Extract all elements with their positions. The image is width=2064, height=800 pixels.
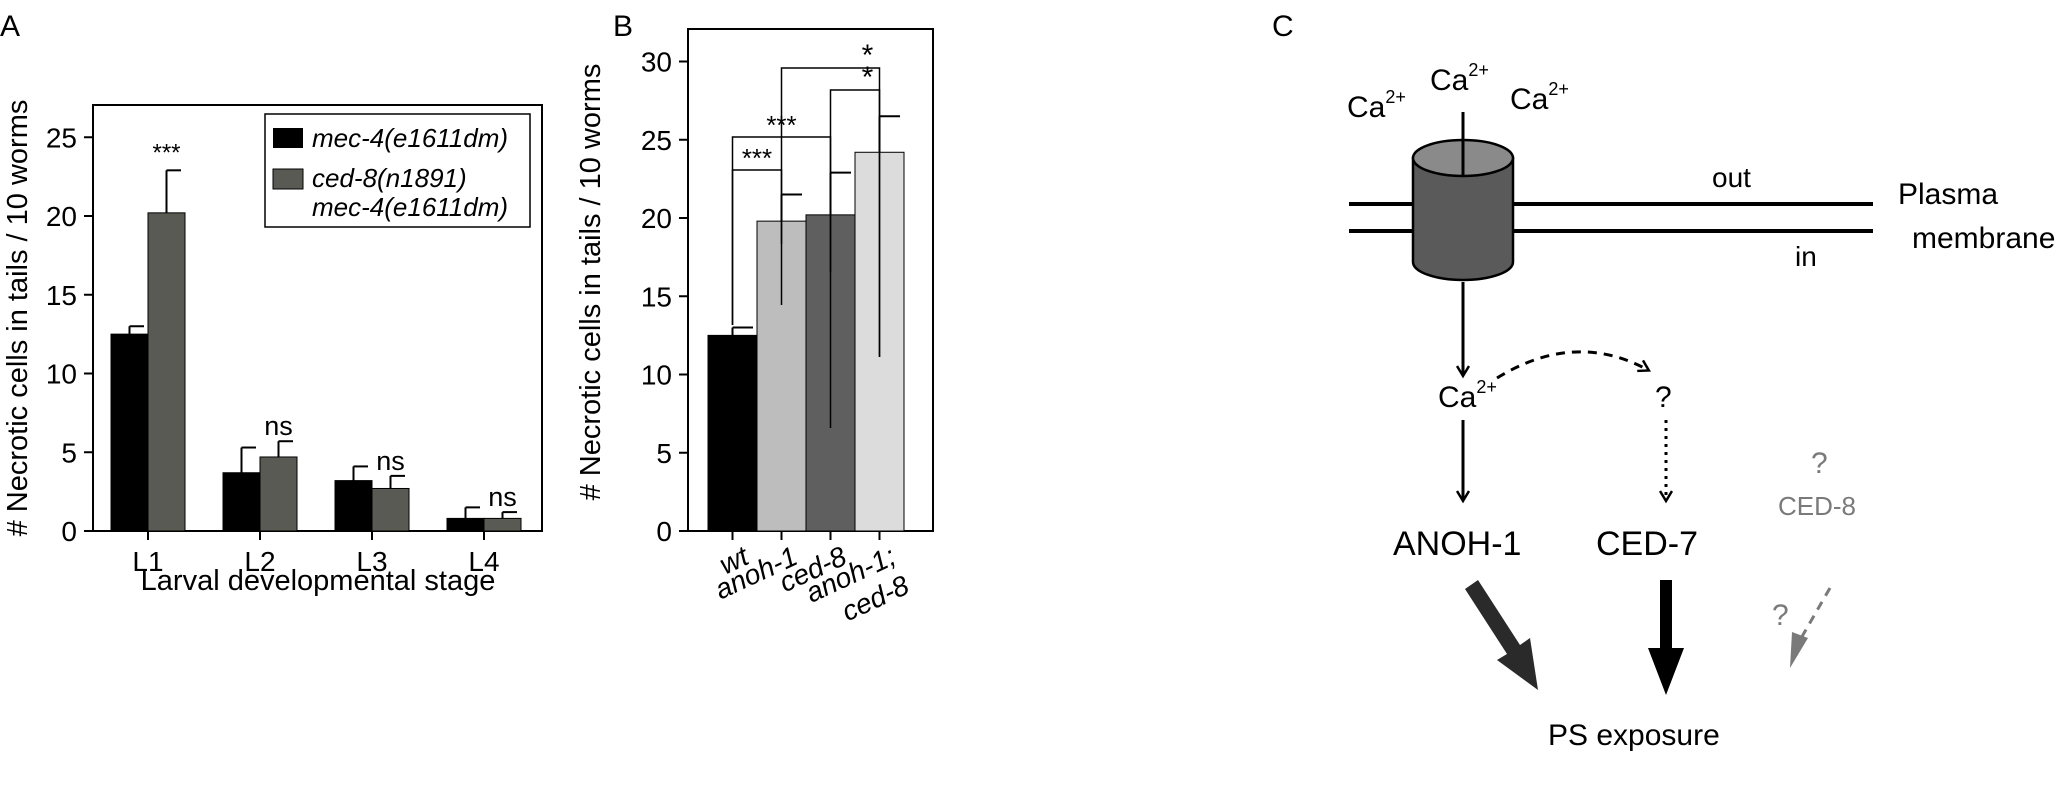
y-tick-label: 5	[656, 438, 672, 469]
ca-ion-2: Ca2+	[1430, 60, 1489, 97]
x-tick-label-L1: L1	[132, 546, 163, 577]
y-tick-label: 5	[61, 437, 77, 468]
ps-exposure-label: PS exposure	[1548, 719, 1720, 752]
chart-a-y-axis: 0 5 10 15 20 25	[46, 122, 93, 547]
in-label: in	[1795, 241, 1817, 272]
ca-to-unknown-arrow	[1496, 350, 1648, 380]
panel-label-c: C	[1272, 10, 1294, 43]
chart-a-x-label: Larval developmental stage	[141, 565, 496, 597]
ca-ion-3: Ca2+	[1510, 79, 1569, 116]
y-tick-label: 25	[641, 125, 672, 156]
y-tick-label: 10	[641, 360, 672, 391]
significance-L2: ns	[264, 411, 293, 441]
ca-ion-1: Ca2+	[1347, 87, 1406, 124]
membrane-label-line2: membrane	[1912, 222, 2055, 255]
bar-L3-s1	[371, 487, 410, 532]
pathway-diagram: Ca2+ Ca2+ Ca2+ out in Plasma membrane Ca…	[1347, 60, 2055, 752]
x-tick-label-L2: L2	[244, 546, 275, 577]
legend-swatch-ced8	[272, 168, 304, 190]
legend-swatch-mec4	[273, 128, 303, 148]
y-tick-label: 25	[46, 122, 77, 153]
bar-L1-s0	[110, 333, 149, 532]
anoh1-to-ps-arrow	[1465, 580, 1538, 690]
ced8-label: CED-8	[1778, 491, 1856, 521]
bar-L2-s1	[259, 456, 298, 532]
significance-label-0: ***	[742, 143, 772, 173]
chart-b-bars	[707, 115, 905, 532]
ced8-to-ps-dashed-line	[1798, 587, 1832, 641]
calcium-ions-outside: Ca2+ Ca2+ Ca2+	[1347, 60, 1569, 124]
ced7-label: CED-7	[1596, 525, 1698, 563]
significance-label-2: *	[862, 61, 874, 94]
y-tick-label: 15	[46, 280, 77, 311]
significance-bracket-3	[780, 67, 881, 357]
chart-a-y-label: # Necrotic cells in tails / 10 worms	[2, 100, 34, 537]
significance-label-3: *	[862, 39, 874, 72]
y-tick-label: 20	[641, 203, 672, 234]
significance-L3: ns	[376, 446, 405, 476]
chart-a-bars: *** ns ns ns	[110, 139, 522, 532]
chart-b-y-label: # Necrotic cells in tails / 10 worms	[575, 64, 607, 501]
y-tick-label: 15	[641, 281, 672, 312]
ced7-to-ps-arrow	[1648, 580, 1684, 695]
bar-L3-s0	[334, 480, 373, 532]
y-tick-label: 0	[656, 516, 672, 547]
legend-label-ced8-line2: mec-4(e1611dm)	[312, 192, 508, 222]
bar-L2-s0	[222, 472, 261, 532]
y-tick-label: 30	[641, 47, 672, 78]
unknown-factor: ?	[1655, 381, 1672, 414]
x-tick-label-L3: L3	[356, 546, 387, 577]
chart-a-legend: mec-4(e1611dm) ced-8(n1891) mec-4(e1611d…	[264, 113, 531, 228]
panel-label-b: B	[613, 10, 633, 43]
bar-L4-s1	[483, 517, 522, 532]
panel-label-a: A	[0, 10, 20, 43]
legend-label-ced8-line1: ced-8(n1891)	[312, 163, 467, 193]
ced8-arrow-question-mark: ?	[1772, 599, 1789, 632]
x-tick-label-L4: L4	[468, 546, 499, 577]
out-label: out	[1712, 162, 1751, 193]
y-tick-label: 10	[46, 359, 77, 390]
legend-frame	[264, 113, 531, 228]
y-tick-label: 0	[61, 516, 77, 547]
ced8-question-mark: ?	[1811, 447, 1828, 480]
ced8-to-ps-arrowhead	[1790, 632, 1808, 668]
ca-ion-inside: Ca2+	[1438, 377, 1497, 414]
chart-b-y-axis: 0 5 10 15 20 25 30	[641, 47, 688, 547]
chart-a: 0 5 10 15 20 25 *** ns ns ns L1 L2 L3 L4 # Necrotic…	[2, 100, 543, 597]
significance-L4: ns	[488, 482, 517, 512]
chart-a-x-axis: L1 L2 L3 L4	[132, 531, 500, 577]
bar-L4-s0	[446, 517, 485, 532]
legend-label-mec4: mec-4(e1611dm)	[312, 123, 508, 153]
bar-0	[707, 334, 758, 532]
membrane-label-line1: Plasma	[1898, 178, 1998, 211]
significance-L1: ***	[152, 139, 180, 166]
anoh1-label: ANOH-1	[1393, 525, 1521, 563]
chart-b-significance: ********	[731, 39, 881, 428]
y-tick-label: 20	[46, 201, 77, 232]
chart-a-frame	[92, 104, 543, 532]
calcium-channel-icon	[1411, 112, 1515, 282]
bar-L1-s1	[147, 212, 186, 532]
